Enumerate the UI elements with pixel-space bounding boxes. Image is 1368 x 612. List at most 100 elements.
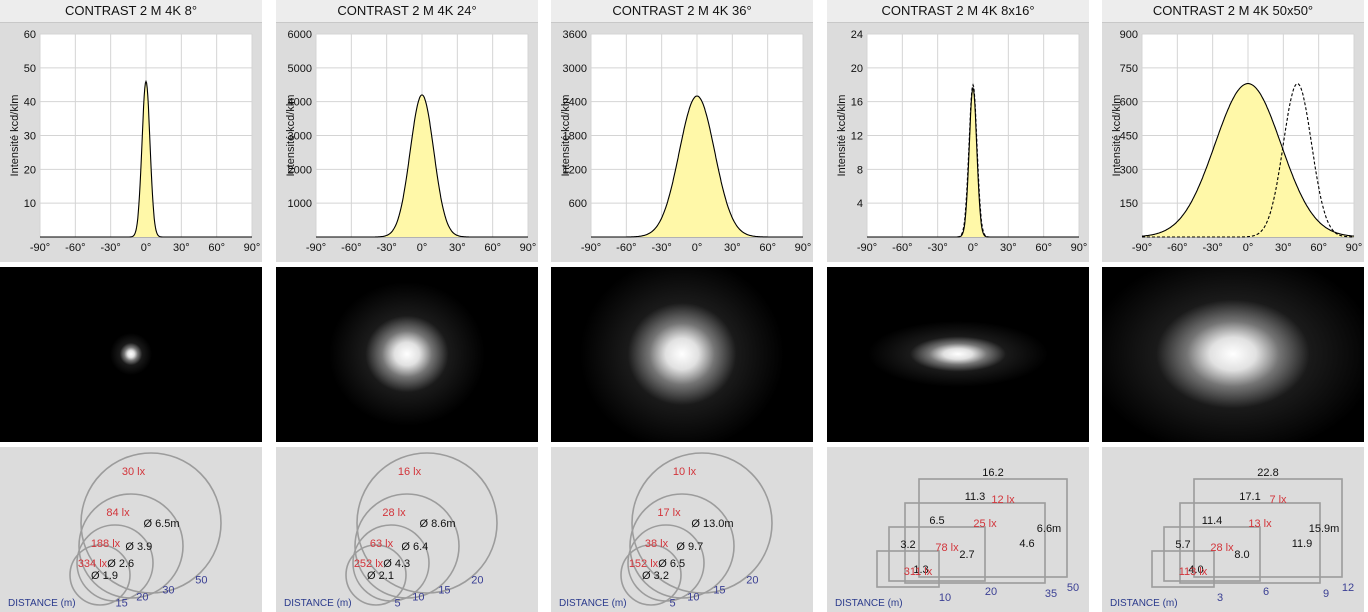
beam-image [1102, 267, 1364, 442]
y-tick-label: 300 [1120, 164, 1138, 176]
intensity-fill [867, 88, 1079, 237]
y-tick-label: 8 [857, 164, 863, 176]
photometric-panel: CONTRAST 2 M 4K 8x16° 4 8 12 16 20 24 -90° -60° -… [827, 0, 1089, 612]
height-label: 4.0 [1188, 564, 1203, 576]
height-label: 11.9 [1292, 538, 1313, 550]
distance-label-text: DISTANCE [8, 598, 58, 609]
beam-core [119, 342, 143, 366]
x-tick-label: 90° [1071, 242, 1088, 254]
beam-image [551, 267, 813, 442]
distance-value: 20 [746, 574, 758, 586]
distance-value: 10 [939, 592, 951, 604]
intensity-chart: CONTRAST 2 M 4K 36° 600 1200 1800 2400 3000 36… [551, 0, 813, 262]
chart-title: CONTRAST 2 M 4K 36° [551, 0, 813, 23]
distance-value: 6 [1263, 586, 1269, 598]
distance-label-text: DISTANCE [1110, 598, 1160, 609]
y-tick-label: 2400 [563, 97, 587, 109]
x-tick-label: -60° [616, 242, 636, 254]
beam-core [910, 336, 1006, 372]
y-tick-label: 1000 [288, 198, 312, 210]
diameter-label: Ø 9.7 [676, 541, 703, 553]
y-tick-label: 20 [851, 63, 863, 75]
intensity-plot: 600 1200 1800 2400 3000 3600 -90° -60° -30° 0° 30°… [560, 29, 811, 254]
y-tick-label: 4000 [288, 97, 312, 109]
illumination-circle [356, 452, 498, 594]
beam-spot [329, 282, 485, 426]
beam-image [276, 267, 538, 442]
illumination-rect [888, 526, 986, 582]
illumination-rect [1163, 526, 1261, 582]
lux-label: 78 lx [935, 542, 959, 554]
distance-label: DISTANCE (m) [284, 598, 352, 609]
distance-svg: 334 lxØ 1.9 15 188 lx Ø 2.6 20 84 lx Ø 3.9 30 30… [69, 452, 222, 610]
x-tick-label: 0° [968, 242, 979, 254]
x-tick-label: -60° [1167, 242, 1187, 254]
illumination-rect [1193, 478, 1343, 578]
distance-svg: 252 lxØ 2.1 5 63 lx Ø 4.3 10 28 lx Ø 6.4 15 16 l… [345, 452, 498, 610]
y-axis-label: Intensité kcd/klm [1111, 95, 1123, 177]
y-tick-label: 6000 [288, 29, 312, 41]
chart-title: CONTRAST 2 M 4K 24° [276, 0, 538, 23]
width-label: 6.5 [929, 515, 944, 527]
distance-value: 15 [438, 584, 450, 596]
intensity-chart: CONTRAST 2 M 4K 8x16° 4 8 12 16 20 24 -90° -60° -… [827, 0, 1089, 262]
y-tick-label: 2000 [288, 164, 312, 176]
intensity-curve [591, 95, 803, 238]
width-label: 17.1 [1239, 491, 1260, 503]
diameter-label: Ø 2.1 [367, 570, 394, 582]
beam-core [627, 302, 737, 406]
lux-label: 63 lx [370, 538, 394, 550]
lux-label: 7 lx [1269, 494, 1287, 506]
y-tick-label: 600 [569, 198, 587, 210]
x-tick-label: -90° [857, 242, 877, 254]
distance-diagram: 152 lx Ø 3.2 5 38 lx Ø 6.5 10 17 lx Ø 9.7 15 10 l… [551, 447, 813, 612]
lux-label: 252 lx [354, 558, 384, 570]
photometric-panel: CONTRAST 2 M 4K 36° 600 1200 1800 2400 3000 36… [551, 0, 813, 612]
lux-label: 38 lx [645, 538, 669, 550]
illumination-rect [876, 550, 940, 588]
y-tick-label: 750 [1120, 63, 1138, 75]
distance-unit: (m) [57, 598, 76, 609]
y-tick-label: 10 [24, 198, 36, 210]
width-label: 22.8 [1257, 467, 1278, 479]
distance-value: 3 [1217, 592, 1223, 604]
illumination-rect [904, 502, 1046, 584]
x-tick-label: -90° [581, 242, 601, 254]
height-label: 15.9m [1309, 523, 1340, 535]
distance-label: DISTANCE (m) [8, 598, 76, 609]
height-label: 6.6m [1037, 523, 1061, 535]
y-tick-label: 1800 [563, 131, 587, 143]
x-tick-label: 60° [1310, 242, 1327, 254]
diameter-label: Ø 2.6 [107, 558, 134, 570]
chart-title: CONTRAST 2 M 4K 8° [0, 0, 262, 23]
y-tick-label: 3000 [563, 63, 587, 75]
y-tick-label: 600 [1120, 97, 1138, 109]
height-label: 1.3 [913, 564, 928, 576]
x-tick-label: 60° [208, 242, 225, 254]
lux-label: 25 lx [973, 518, 997, 530]
distance-label-text: DISTANCE [835, 598, 885, 609]
x-tick-label: -30° [101, 242, 121, 254]
y-tick-label: 5000 [288, 63, 312, 75]
x-tick-label: -60° [65, 242, 85, 254]
intensity-chart: CONTRAST 2 M 4K 8° 10 20 30 40 50 60 -90° -60° -3… [0, 0, 262, 262]
x-tick-label: -30° [1203, 242, 1223, 254]
distance-value: 20 [471, 574, 483, 586]
diameter-label: Ø 6.5m [143, 518, 179, 530]
lux-label: 188 lx [91, 538, 121, 550]
y-tick-label: 4 [857, 198, 863, 210]
diameter-label: Ø 3.9 [125, 541, 152, 553]
distance-diagram: 3.2 1.3 311 lx 10 6.5 2.7 78 lx 20 11.3 4.6 25 lx 3… [827, 447, 1089, 612]
height-label: 8.0 [1234, 549, 1249, 561]
lux-label: 17 lx [657, 507, 681, 519]
y-axis-label: Intensité kcd/klm [560, 95, 572, 177]
height-label: 4.6 [1019, 538, 1034, 550]
illumination-rect [1179, 502, 1321, 584]
width-label: 5.7 [1175, 539, 1190, 551]
lux-label: 16 lx [398, 466, 422, 478]
x-tick-label: -90° [30, 242, 50, 254]
illumination-circle [620, 544, 682, 606]
intensity-chart: CONTRAST 2 M 4K 50x50° 150 300 450 600 750 900… [1102, 0, 1364, 262]
diameter-label: Ø 8.6m [419, 518, 455, 530]
